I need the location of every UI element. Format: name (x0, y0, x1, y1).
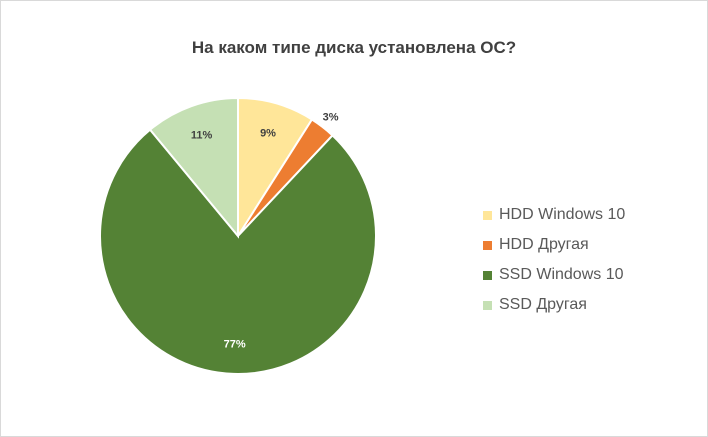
legend-swatch (483, 210, 492, 220)
legend-label: SSD Windows 10 (499, 266, 624, 283)
data-label-ssd-другая: 11% (191, 130, 213, 142)
pie-data-labels: 9% 3% 77% 11% (191, 112, 339, 351)
pie-slices (99, 96, 377, 375)
legend-label: HDD Windows 10 (499, 206, 626, 223)
legend-swatch (483, 300, 492, 310)
legend-item: SSD Windows 10 (483, 260, 625, 290)
legend-item: SSD Другая (483, 290, 625, 320)
pie-slice-ssd-другая (148, 96, 239, 239)
legend-item: HDD Windows 10 (483, 200, 625, 230)
data-label-ssd-windows-10: 77% (224, 339, 246, 351)
pie-slice-ssd-windows-10 (99, 128, 377, 375)
legend-item: HDD Другая (483, 230, 625, 260)
legend-label: SSD Другая (499, 296, 587, 313)
chart-title: На каком типе диска установлена ОС? (191, 38, 517, 57)
data-label-hdd-windows-10: 9% (260, 128, 276, 140)
data-label-hdd-другая: 3% (323, 112, 339, 124)
legend-swatch (483, 240, 492, 250)
legend-swatch (483, 270, 492, 280)
legend-label: HDD Другая (499, 236, 589, 253)
chart-legend: HDD Windows 10 HDD Другая SSD Windows 10 SS… (483, 200, 625, 320)
